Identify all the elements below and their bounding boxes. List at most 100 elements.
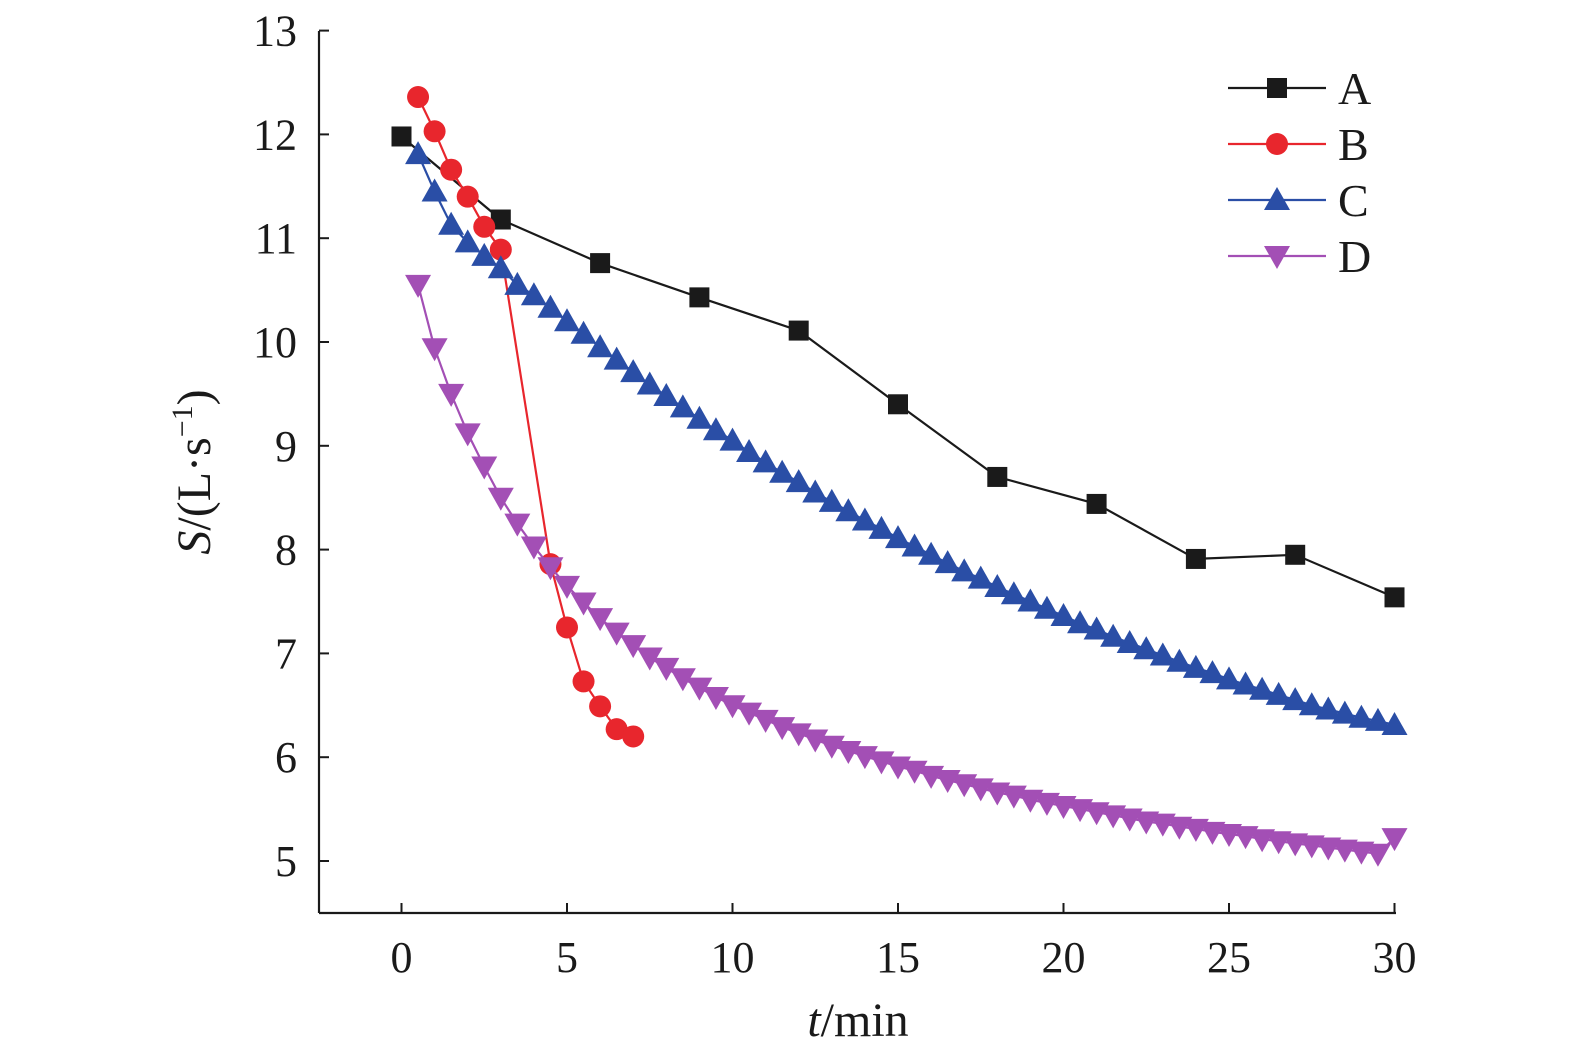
- data-point: [589, 695, 612, 718]
- data-point: [587, 334, 614, 358]
- series-C: [405, 141, 1408, 736]
- x-tick-label: 20: [1042, 933, 1086, 982]
- data-point: [504, 513, 531, 537]
- data-point: [471, 456, 498, 480]
- data-point: [487, 487, 514, 511]
- data-point: [736, 702, 763, 726]
- data-point: [669, 394, 696, 418]
- y-tick-label: 12: [253, 110, 297, 159]
- y-tick-label: 10: [253, 318, 297, 367]
- data-point: [1166, 648, 1193, 672]
- x-axis-unit: /min: [821, 994, 909, 1047]
- data-point: [1232, 671, 1259, 695]
- y-tick-label: 9: [275, 422, 297, 471]
- legend-item-C: C: [1228, 175, 1369, 226]
- data-point: [1185, 548, 1206, 569]
- data-point: [537, 294, 564, 318]
- data-point: [868, 515, 895, 539]
- data-point: [423, 120, 446, 143]
- data-point: [440, 158, 463, 181]
- data-point: [603, 346, 630, 370]
- data-point: [1381, 828, 1408, 852]
- data-point: [1364, 707, 1391, 731]
- x-ticks: 0 5 10 15 20 25 30: [391, 903, 1417, 982]
- data-point: [489, 238, 512, 261]
- legend-marker: [1264, 187, 1290, 210]
- data-point: [802, 479, 829, 503]
- data-point: [788, 320, 809, 341]
- legend-label: D: [1338, 231, 1371, 282]
- y-axis-unit: /(L·s: [168, 437, 221, 530]
- series-D: [405, 274, 1408, 867]
- data-point: [885, 525, 911, 549]
- data-point: [918, 541, 945, 565]
- data-point: [1067, 610, 1094, 634]
- y-axis-var: S: [168, 531, 221, 555]
- data-point: [1381, 712, 1408, 736]
- data-point: [769, 717, 796, 741]
- y-axis-unit-close: ): [168, 389, 221, 405]
- data-point: [537, 557, 564, 581]
- data-point: [1265, 681, 1292, 705]
- data-point: [719, 695, 746, 719]
- data-point: [669, 668, 696, 692]
- data-point: [1083, 616, 1110, 640]
- y-tick-label: 11: [255, 214, 297, 263]
- data-point: [1017, 588, 1044, 612]
- data-point: [1182, 654, 1209, 678]
- legend-label: B: [1338, 119, 1369, 170]
- data-point: [520, 536, 547, 560]
- data-point: [454, 229, 481, 253]
- data-point: [405, 274, 432, 298]
- legend-item-B: B: [1228, 119, 1369, 170]
- data-point: [471, 242, 498, 266]
- data-point: [686, 405, 713, 429]
- data-point: [1249, 676, 1276, 700]
- data-point: [438, 211, 465, 235]
- data-point: [1285, 544, 1306, 565]
- data-point: [490, 209, 511, 230]
- data-point: [1364, 843, 1391, 867]
- data-point: [785, 723, 812, 747]
- data-point: [570, 320, 597, 344]
- data-point: [587, 608, 614, 632]
- data-point: [520, 282, 547, 306]
- data-point: [1315, 696, 1342, 720]
- y-tick-label: 13: [253, 7, 297, 56]
- data-point: [984, 573, 1011, 597]
- data-point: [888, 394, 908, 415]
- data-point: [590, 253, 611, 274]
- data-point: [1149, 642, 1176, 666]
- data-point: [1050, 603, 1077, 627]
- data-point: [554, 308, 580, 332]
- data-point: [689, 287, 710, 308]
- data-point: [1086, 493, 1107, 514]
- data-point: [769, 459, 796, 483]
- data-point: [405, 141, 432, 165]
- data-point: [686, 677, 713, 701]
- data-point: [570, 592, 597, 616]
- data-point: [736, 439, 763, 463]
- legend-marker: [1267, 78, 1287, 98]
- data-point: [802, 729, 829, 753]
- data-point: [851, 507, 878, 531]
- data-point: [636, 647, 663, 671]
- data-point: [1116, 630, 1143, 654]
- data-point: [391, 126, 412, 147]
- x-tick-label: 0: [391, 933, 413, 982]
- legend-label: C: [1338, 175, 1369, 226]
- legend-item-D: D: [1228, 231, 1371, 282]
- series-A: [391, 126, 1405, 608]
- data-point: [818, 488, 845, 512]
- data-point: [454, 423, 481, 447]
- data-point: [752, 449, 779, 473]
- y-axis-unit-sup: −1: [166, 405, 199, 437]
- series-layer: [391, 86, 1408, 867]
- y-ticks: 5 6 7 8 9 10 11 12 13: [253, 7, 329, 886]
- y-tick-label: 5: [275, 837, 297, 886]
- data-point: [473, 215, 496, 238]
- data-point: [556, 616, 578, 639]
- data-point: [752, 709, 779, 733]
- series-B: [407, 86, 645, 748]
